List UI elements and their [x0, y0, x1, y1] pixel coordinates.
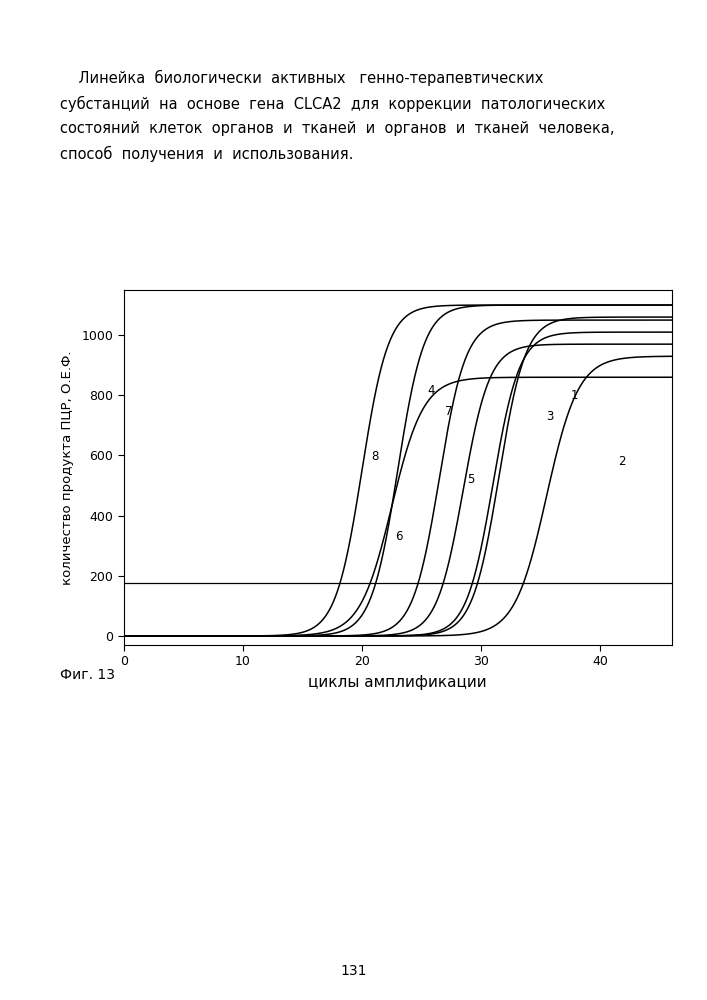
Text: 7: 7: [445, 405, 452, 418]
Y-axis label: количество продукта ПЦР, О.Е.Ф.: количество продукта ПЦР, О.Е.Ф.: [62, 350, 74, 585]
Text: 2: 2: [618, 455, 626, 468]
Text: 6: 6: [395, 530, 403, 543]
X-axis label: циклы амплификации: циклы амплификации: [308, 675, 487, 690]
Text: Линейка  биологически  активных   генно-терапевтических
субстанций  на  основе  : Линейка биологически активных генно-тера…: [60, 70, 614, 162]
Text: Фиг. 13: Фиг. 13: [60, 668, 115, 682]
Text: 4: 4: [428, 384, 435, 397]
Text: 5: 5: [467, 473, 474, 486]
Text: 8: 8: [371, 450, 379, 463]
Text: 3: 3: [547, 410, 554, 423]
Text: 131: 131: [340, 964, 367, 978]
Text: 1: 1: [571, 389, 578, 402]
